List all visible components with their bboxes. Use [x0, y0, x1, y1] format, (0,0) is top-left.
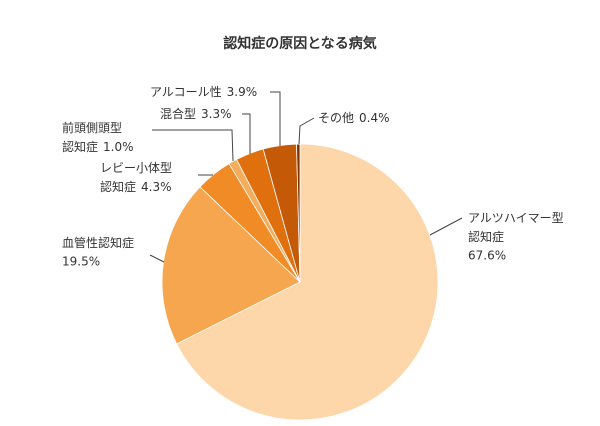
- pie-slice: [176, 143, 439, 421]
- slice-label: 認知症 4.3%: [100, 179, 172, 194]
- value-label: 19.5%: [62, 255, 100, 269]
- slice-label: 血管性認知症: [62, 235, 134, 250]
- category-label: レビー小体型: [100, 161, 172, 175]
- category-label: アルコール性: [150, 85, 222, 99]
- leader-line: [429, 217, 463, 236]
- value-label: 67.6%: [468, 249, 506, 263]
- leader-line: [270, 91, 281, 146]
- value-label: 4.3%: [141, 180, 172, 194]
- value-label: 3.3%: [201, 107, 232, 121]
- category-label: 血管性認知症: [62, 235, 134, 250]
- leader-line: [152, 129, 234, 162]
- category-label: 認知症: [62, 139, 98, 154]
- slice-label: 認知症: [468, 229, 504, 244]
- pie-slice: [296, 143, 301, 283]
- value-label: 1.0%: [103, 140, 134, 154]
- slice-label: 認知症 1.0%: [62, 139, 134, 154]
- leader-line: [242, 113, 251, 154]
- value-label: 0.4%: [359, 111, 390, 125]
- category-label: その他: [318, 111, 354, 125]
- slice-label: アルコール性 3.9%: [150, 85, 257, 99]
- leader-line: [298, 117, 315, 145]
- category-label: 前頭側頭型: [62, 120, 122, 135]
- slice-label: アルツハイマー型: [468, 211, 564, 225]
- value-label: 3.9%: [227, 85, 258, 99]
- category-label: アルツハイマー型: [468, 211, 564, 225]
- category-label: 認知症: [468, 229, 504, 244]
- slice-label: 混合型 3.3%: [160, 106, 232, 121]
- slice-label: 前頭側頭型: [62, 120, 122, 135]
- category-label: 認知症: [100, 179, 136, 194]
- slice-label: その他 0.4%: [318, 111, 390, 125]
- leader-line: [149, 254, 165, 263]
- category-label: 混合型: [160, 106, 196, 121]
- slice-label: レビー小体型: [100, 161, 172, 175]
- chart-title: 認知症の原因となる病気: [223, 35, 377, 52]
